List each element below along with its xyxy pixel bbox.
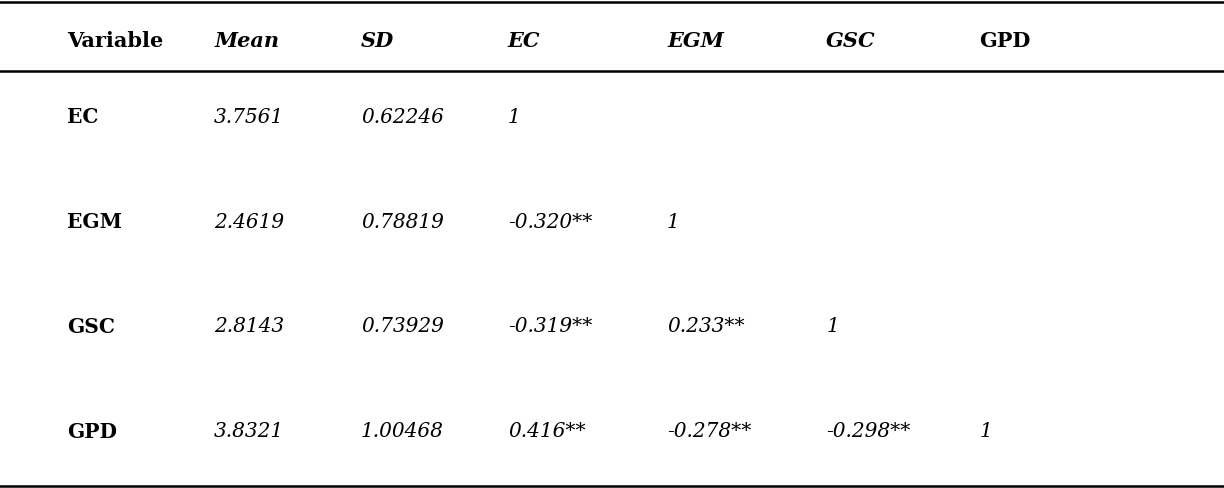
Text: GPD: GPD [979,32,1031,51]
Text: 0.62246: 0.62246 [361,108,444,126]
Text: Mean: Mean [214,32,279,51]
Text: -0.319**: -0.319** [508,318,592,336]
Text: 0.416**: 0.416** [508,423,585,441]
Text: 0.78819: 0.78819 [361,213,444,231]
Text: 1: 1 [508,108,520,126]
Text: 2.8143: 2.8143 [214,318,284,336]
Text: SD: SD [361,32,394,51]
Text: GSC: GSC [67,317,115,337]
Text: Variable: Variable [67,32,164,51]
Text: -0.320**: -0.320** [508,213,592,231]
Text: -0.298**: -0.298** [826,423,911,441]
Text: EC: EC [67,107,99,127]
Text: 1: 1 [667,213,679,231]
Text: 0.73929: 0.73929 [361,318,444,336]
Text: EGM: EGM [67,212,122,232]
Text: 0.233**: 0.233** [667,318,744,336]
Text: 1: 1 [979,423,991,441]
Text: 3.8321: 3.8321 [214,423,284,441]
Text: 2.4619: 2.4619 [214,213,284,231]
Text: GSC: GSC [826,32,876,51]
Text: GPD: GPD [67,422,118,442]
Text: 1: 1 [826,318,838,336]
Text: 3.7561: 3.7561 [214,108,284,126]
Text: EGM: EGM [667,32,723,51]
Text: EC: EC [508,32,541,51]
Text: -0.278**: -0.278** [667,423,752,441]
Text: 1.00468: 1.00468 [361,423,444,441]
